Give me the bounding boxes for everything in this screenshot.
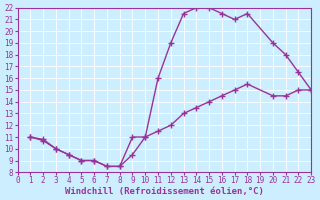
X-axis label: Windchill (Refroidissement éolien,°C): Windchill (Refroidissement éolien,°C) xyxy=(65,187,264,196)
